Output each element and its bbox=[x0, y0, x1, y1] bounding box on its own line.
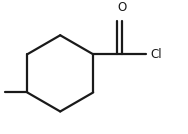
Text: O: O bbox=[117, 1, 127, 14]
Text: Cl: Cl bbox=[150, 48, 162, 61]
